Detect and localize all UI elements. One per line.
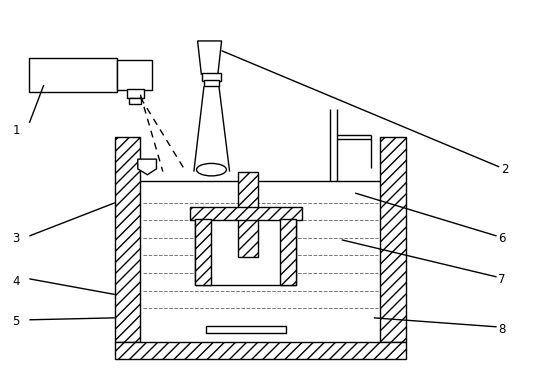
Text: 5: 5 — [12, 315, 20, 328]
Text: 7: 7 — [498, 273, 506, 286]
Bar — [204, 80, 219, 86]
Bar — [195, 219, 296, 285]
Bar — [127, 89, 144, 98]
Bar — [190, 207, 302, 220]
Bar — [29, 58, 117, 92]
Text: 3: 3 — [12, 232, 20, 245]
Bar — [280, 219, 296, 285]
Text: 6: 6 — [498, 232, 506, 245]
Text: 8: 8 — [498, 323, 506, 336]
Bar — [129, 98, 141, 104]
Bar — [202, 73, 221, 81]
Bar — [206, 326, 286, 333]
Bar — [115, 136, 140, 342]
Text: 2: 2 — [501, 163, 508, 176]
Bar — [380, 136, 406, 342]
Bar — [117, 60, 152, 90]
Bar — [238, 172, 258, 257]
Polygon shape — [138, 159, 156, 175]
Bar — [195, 219, 211, 285]
Text: 4: 4 — [12, 275, 20, 288]
Polygon shape — [198, 41, 222, 74]
Text: 1: 1 — [12, 124, 20, 137]
Bar — [115, 342, 406, 359]
